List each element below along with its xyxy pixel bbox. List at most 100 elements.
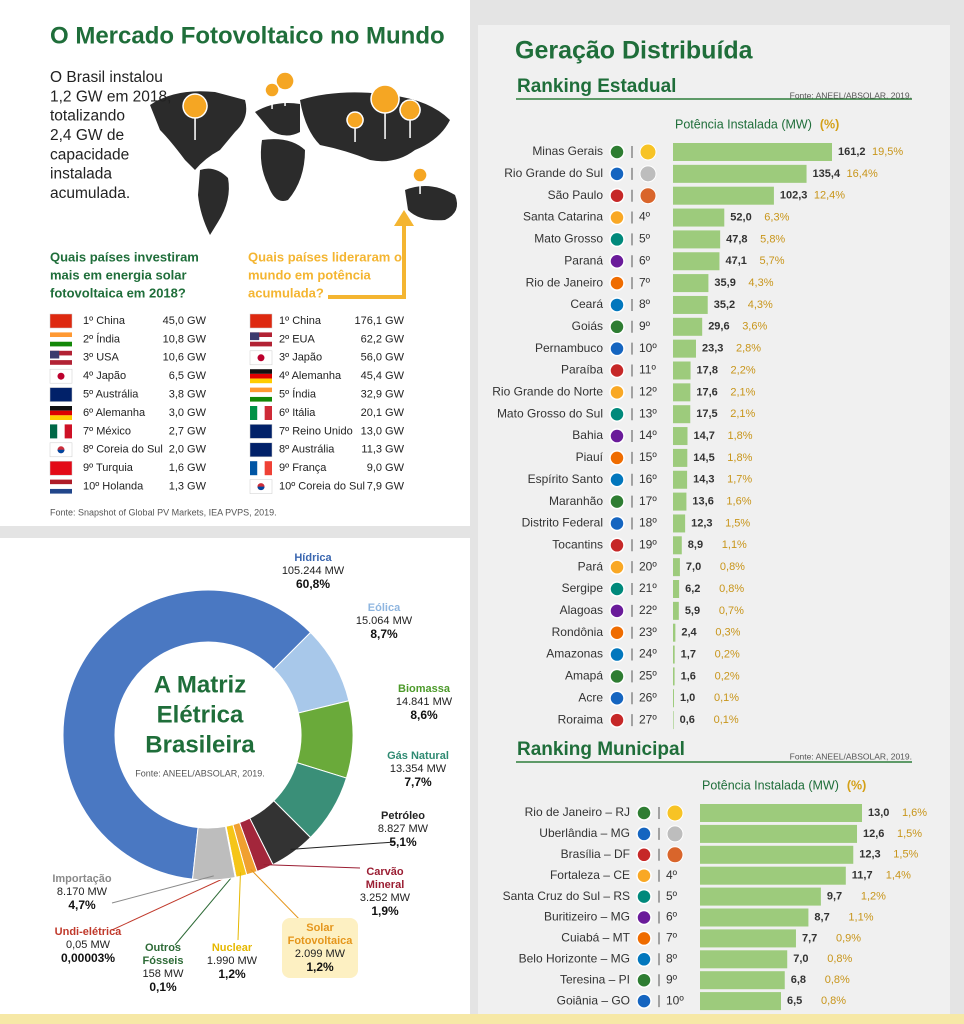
rank: 9º — [639, 319, 651, 333]
intro-line: capacidade — [50, 146, 129, 163]
arrow-head — [394, 210, 414, 226]
flag-icon — [609, 515, 625, 532]
country: 7º México — [83, 425, 131, 437]
flag-icon — [609, 537, 625, 554]
continent — [405, 186, 458, 221]
rank: 7º — [666, 931, 678, 945]
slice-share: 1,2% — [306, 960, 334, 974]
bar — [700, 992, 781, 1011]
category-label: Bahia — [572, 428, 603, 442]
question-line: Quais países lideraram o — [248, 249, 402, 264]
capacity: 176,1 GW — [354, 315, 404, 327]
slice-mw: 8.827 MW — [377, 823, 429, 835]
slice-name: Eólica — [367, 602, 401, 614]
value-label: 17,5 — [696, 408, 717, 420]
share-label: 0,8% — [720, 561, 745, 573]
country: 7º Reino Unido — [279, 425, 353, 437]
slice-name: Undi-elétrica — [54, 926, 122, 938]
capacity: 45,0 GW — [163, 315, 207, 327]
slice-name: Solar Fotovoltaica — [287, 922, 353, 947]
intro-line: 2,4 GW de — [50, 127, 124, 144]
flag-stripe — [250, 373, 272, 379]
category-label: Teresina – PI — [560, 972, 630, 986]
bar — [700, 908, 809, 927]
flag — [250, 387, 272, 402]
flag-icon — [636, 930, 652, 947]
flag-stripe — [250, 396, 272, 402]
bar — [673, 514, 686, 533]
source: Fonte: ANEEL/ABSOLAR, 2019. — [135, 768, 265, 778]
flag-icon — [609, 428, 625, 444]
share-label: 0,8% — [719, 583, 744, 595]
flag-icon — [636, 909, 652, 926]
flag-stripe — [50, 406, 72, 411]
capacity: 1,3 GW — [169, 481, 207, 493]
flag-stripe — [57, 424, 65, 439]
rank: 10º — [666, 993, 684, 1007]
category-label: Tocantins — [552, 537, 603, 551]
rank: 22º — [639, 603, 657, 617]
flag-stripe — [250, 332, 272, 338]
flag — [49, 313, 73, 329]
axis-label: (%) — [820, 117, 839, 131]
value-label: 17,8 — [697, 364, 718, 376]
value-label: 6,5 — [787, 995, 802, 1007]
share-label: 0,7% — [719, 605, 744, 617]
share-label: 1,2% — [861, 891, 886, 903]
value-label: 7,0 — [686, 561, 701, 573]
category-label: Rio Grande do Norte — [492, 385, 603, 399]
flag-stripe — [250, 392, 272, 397]
slice-share: 60,8% — [295, 577, 331, 591]
bar — [673, 536, 682, 555]
value-label: 12,3 — [691, 517, 712, 529]
slice-mw: 2.099 MW — [294, 948, 346, 960]
intro-line: 1,2 GW em 2018, — [50, 88, 171, 105]
country: 4º Alemanha — [279, 370, 342, 382]
slice-label: Undi-elétrica 0,05 MW 0,00003% — [43, 926, 133, 965]
value-label: 12,6 — [863, 828, 884, 840]
flag-icon — [609, 319, 625, 335]
capacity: 3,8 GW — [169, 389, 207, 401]
category-label: Cuiabá – MT — [561, 931, 630, 945]
capacity: 7,9 GW — [367, 481, 405, 493]
rank: 5º — [639, 232, 651, 246]
bar — [673, 623, 676, 642]
flag — [49, 460, 73, 476]
bar — [700, 866, 846, 885]
bar — [700, 950, 788, 969]
value-label: 1,0 — [680, 692, 695, 704]
flag-canton — [50, 350, 60, 359]
continent — [198, 168, 229, 235]
question-line: fotovoltaica em 2018? — [50, 285, 186, 300]
flag-icon — [636, 847, 652, 863]
flag-stripe — [50, 415, 72, 420]
donut-slice — [191, 825, 236, 881]
flag-icon — [609, 384, 625, 401]
rank: 8º — [639, 297, 651, 311]
category-label: Alagoas — [560, 603, 603, 617]
category-label: Rio de Janeiro — [526, 275, 604, 289]
flag-icon — [609, 712, 625, 728]
capacity: 2,0 GW — [169, 444, 207, 456]
flag-icon — [609, 231, 625, 248]
bar — [673, 143, 832, 161]
value-label: 1,6 — [681, 670, 696, 682]
medal — [666, 804, 684, 822]
bar — [673, 383, 691, 402]
flag-icon — [609, 690, 625, 706]
flag-icon — [609, 493, 625, 510]
slice-label: Importação 8.170 MW 4,7% — [37, 873, 127, 912]
flag-icon — [609, 450, 625, 466]
flag — [50, 406, 72, 420]
slice-label: Outros Fósseis 158 MW 0,1% — [123, 942, 203, 994]
value-label: 23,3 — [702, 343, 723, 355]
share-label: 0,2% — [715, 670, 740, 682]
flag-icon — [609, 624, 625, 641]
flag-field — [49, 460, 73, 476]
bar — [673, 361, 691, 380]
value-label: 47,1 — [725, 255, 746, 267]
flag — [50, 424, 72, 439]
axis-label: Potência Instalada (MW) — [675, 117, 812, 131]
bar — [673, 558, 680, 577]
flag-stripe — [50, 410, 72, 416]
